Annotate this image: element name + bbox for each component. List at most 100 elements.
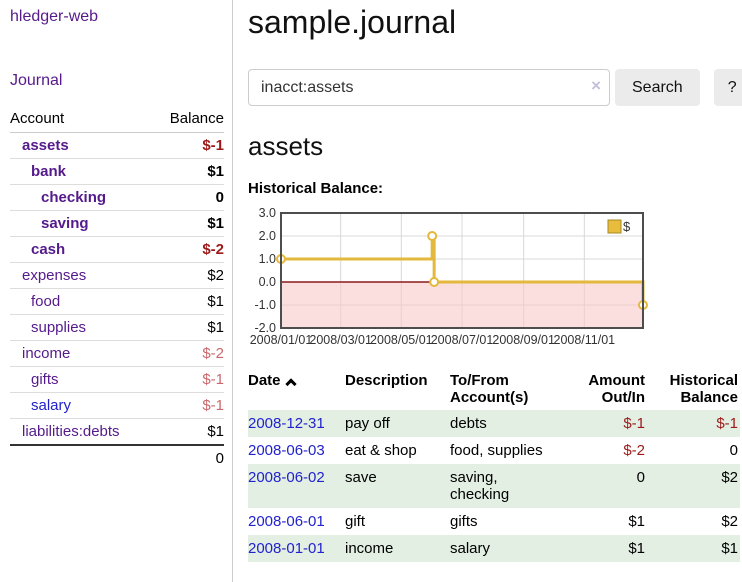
clear-search-icon[interactable]: × [591, 76, 601, 95]
transaction-description: eat & shop [345, 442, 417, 459]
account-balance: 0 [153, 184, 224, 211]
svg-text:2008/01/01: 2008/01/01 [250, 333, 313, 347]
account-row-expenses: expenses $2 [10, 262, 224, 289]
sort-ascending-icon [284, 378, 297, 390]
table-row: 2008-06-02 save saving, checking 0 $2 [248, 464, 740, 508]
balance-column-header: Historical Balance [669, 372, 738, 406]
help-button[interactable]: ? [713, 69, 742, 106]
account-row-bank: bank $1 [10, 158, 224, 185]
balance-chart: $3.0 2.0 1.0 0.0 -1.0 -2.02008/01/012008/03/0… [250, 206, 648, 347]
account-link-food[interactable]: food [31, 293, 61, 310]
transaction-balance: $2 [721, 469, 738, 486]
svg-text:0.0: 0.0 [259, 275, 276, 289]
transaction-balance: $-1 [716, 415, 738, 432]
transaction-description: gift [345, 513, 366, 530]
transaction-date-link[interactable]: 2008-12-31 [248, 415, 325, 432]
accounts-total-value: 0 [153, 444, 224, 471]
chart-label: Historical Balance: [248, 180, 384, 197]
transaction-balance: $1 [721, 540, 738, 557]
account-link-saving[interactable]: saving [41, 215, 89, 232]
svg-text:-2.0: -2.0 [254, 321, 276, 335]
account-link-checking[interactable]: checking [41, 189, 107, 206]
transaction-accounts: gifts [450, 513, 478, 530]
account-row-gifts: gifts $-1 [10, 366, 224, 393]
account-row-liabilities-debts: liabilities:debts $1 [10, 418, 224, 446]
account-balance: $1 [153, 210, 224, 237]
tofrom-column-header: To/From Account(s) [450, 372, 529, 406]
description-column-header: Description [345, 372, 428, 389]
transaction-amount: $-1 [623, 415, 645, 432]
svg-text:2008/07/01: 2008/07/01 [431, 333, 494, 347]
accounts-table-header: Account Balance [10, 106, 224, 133]
svg-text:2008/03/01: 2008/03/01 [309, 333, 372, 347]
account-link-liabilities-debts[interactable]: liabilities:debts [22, 423, 120, 440]
accounts-total-row: 0 [10, 444, 224, 471]
transaction-date-link[interactable]: 2008-01-01 [248, 540, 325, 557]
account-link-expenses[interactable]: expenses [22, 267, 87, 284]
account-row-saving: saving $1 [10, 210, 224, 237]
search-button[interactable]: Search [615, 69, 700, 106]
account-link-supplies[interactable]: supplies [31, 319, 87, 336]
account-row-cash: cash $-2 [10, 236, 224, 263]
account-link-gifts[interactable]: gifts [31, 371, 59, 388]
table-row: 2008-12-31 pay off debts $-1 $-1 [248, 410, 740, 437]
account-balance: $-2 [153, 236, 224, 263]
amount-column-header: Amount Out/In [588, 372, 645, 406]
transaction-date-link[interactable]: 2008-06-03 [248, 442, 325, 459]
date-column-header[interactable]: Date [248, 368, 345, 410]
transaction-description: pay off [345, 415, 390, 432]
account-balance: $1 [153, 288, 224, 315]
transaction-accounts: saving, checking [450, 469, 510, 503]
account-row-salary: salary $-1 [10, 392, 224, 419]
account-title: assets [248, 131, 324, 161]
account-link-bank[interactable]: bank [31, 163, 67, 180]
transaction-amount: $-2 [623, 442, 645, 459]
svg-text:3.0: 3.0 [259, 207, 276, 220]
chart-container: $3.0 2.0 1.0 0.0 -1.0 -2.0 2008/01/01 2008/03/0… [248, 206, 742, 354]
sidebar-item-journal[interactable]: Journal [10, 72, 63, 89]
transaction-description: save [345, 469, 377, 486]
transaction-date-link[interactable]: 2008-06-02 [248, 469, 325, 486]
transaction-amount: $1 [628, 513, 645, 530]
svg-text:-1.0: -1.0 [254, 298, 276, 312]
transaction-accounts: food, supplies [450, 442, 543, 459]
account-balance: $-1 [153, 132, 224, 159]
transaction-balance: $2 [721, 513, 738, 530]
main-content: sample.journal × Search ? assets Histori… [233, 0, 742, 582]
account-column-header: Account [10, 106, 154, 133]
account-link-cash[interactable]: cash [31, 241, 66, 258]
brand-link[interactable]: hledger-web [10, 8, 99, 25]
transaction-description: income [345, 540, 394, 557]
transaction-accounts: salary [450, 540, 491, 557]
svg-text:2008/09/01: 2008/09/01 [492, 333, 555, 347]
transaction-amount: $1 [628, 540, 645, 557]
account-balance: $2 [153, 262, 224, 289]
svg-text:1.0: 1.0 [259, 252, 276, 266]
account-balance: $1 [153, 158, 224, 185]
account-row-assets: assets $-1 [10, 132, 224, 159]
account-row-income: income $-2 [10, 340, 224, 367]
search-input[interactable] [248, 69, 610, 106]
account-row-supplies: supplies $1 [10, 314, 224, 341]
svg-text:2008/05/01: 2008/05/01 [370, 333, 433, 347]
search-form: × Search ? [248, 69, 742, 106]
page-title: sample.journal [248, 4, 457, 40]
account-balance: $-2 [153, 340, 224, 367]
account-link-salary[interactable]: salary [31, 397, 72, 414]
table-row: 2008-06-01 gift gifts $1 $2 [248, 508, 740, 535]
transaction-date-link[interactable]: 2008-06-01 [248, 513, 325, 530]
transaction-accounts: debts [450, 415, 487, 432]
table-row: 2008-06-03 eat & shop food, supplies $-2… [248, 437, 740, 464]
account-row-food: food $1 [10, 288, 224, 315]
register-header-row: Date Description To/From Account(s) Amou… [248, 368, 740, 410]
svg-text:$: $ [623, 219, 631, 234]
transaction-balance: 0 [729, 442, 738, 459]
account-balance: $-1 [153, 392, 224, 419]
transaction-amount: 0 [636, 469, 645, 486]
table-row: 2008-01-01 income salary $1 $1 [248, 535, 740, 562]
account-link-income[interactable]: income [22, 345, 71, 362]
account-link-assets[interactable]: assets [22, 137, 69, 154]
svg-text:2008/11/01: 2008/11/01 [554, 333, 616, 347]
account-balance: $-1 [153, 366, 224, 393]
